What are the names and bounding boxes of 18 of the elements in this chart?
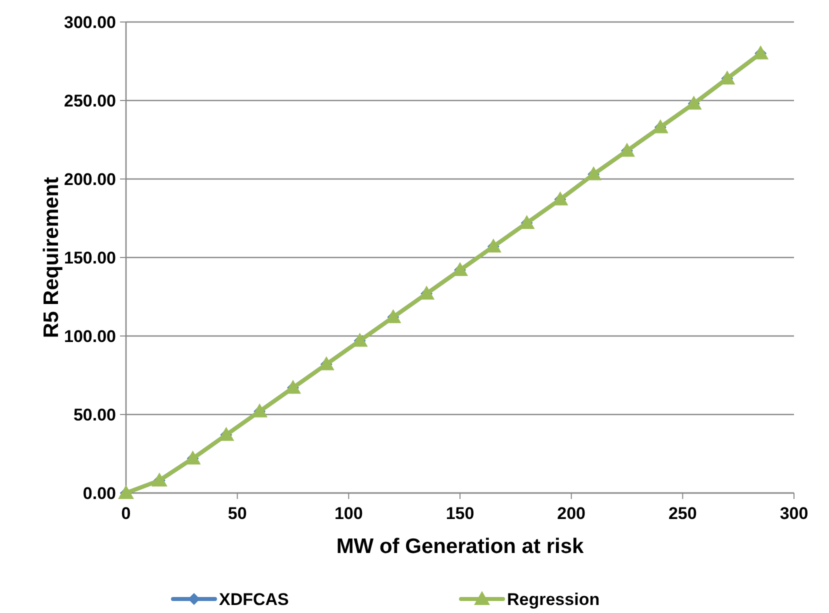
- y-tick-label: 200.00: [64, 170, 116, 189]
- y-tick-label: 300.00: [64, 12, 116, 32]
- x-tick-label: 50: [228, 504, 247, 523]
- y-tick-label: 100.00: [64, 326, 116, 346]
- x-axis-title: MW of Generation at risk: [336, 535, 584, 558]
- x-tick-label: 0: [121, 504, 131, 523]
- y-tick-label: 0.00: [82, 484, 116, 503]
- legend-label: Regression: [507, 590, 600, 609]
- x-tick-label: 200: [557, 504, 586, 523]
- legend-label: XDFCAS: [219, 590, 289, 609]
- y-tick-label: 250.00: [64, 91, 116, 110]
- x-tick-label: 250: [668, 504, 697, 523]
- x-tick-label: 100: [334, 504, 363, 523]
- x-tick-label: 300: [780, 504, 808, 523]
- y-axis-title: R5 Requirement: [40, 176, 63, 338]
- y-tick-label: 150.00: [64, 248, 116, 268]
- y-tick-label: 50.00: [73, 405, 116, 424]
- x-tick-label: 150: [446, 504, 474, 523]
